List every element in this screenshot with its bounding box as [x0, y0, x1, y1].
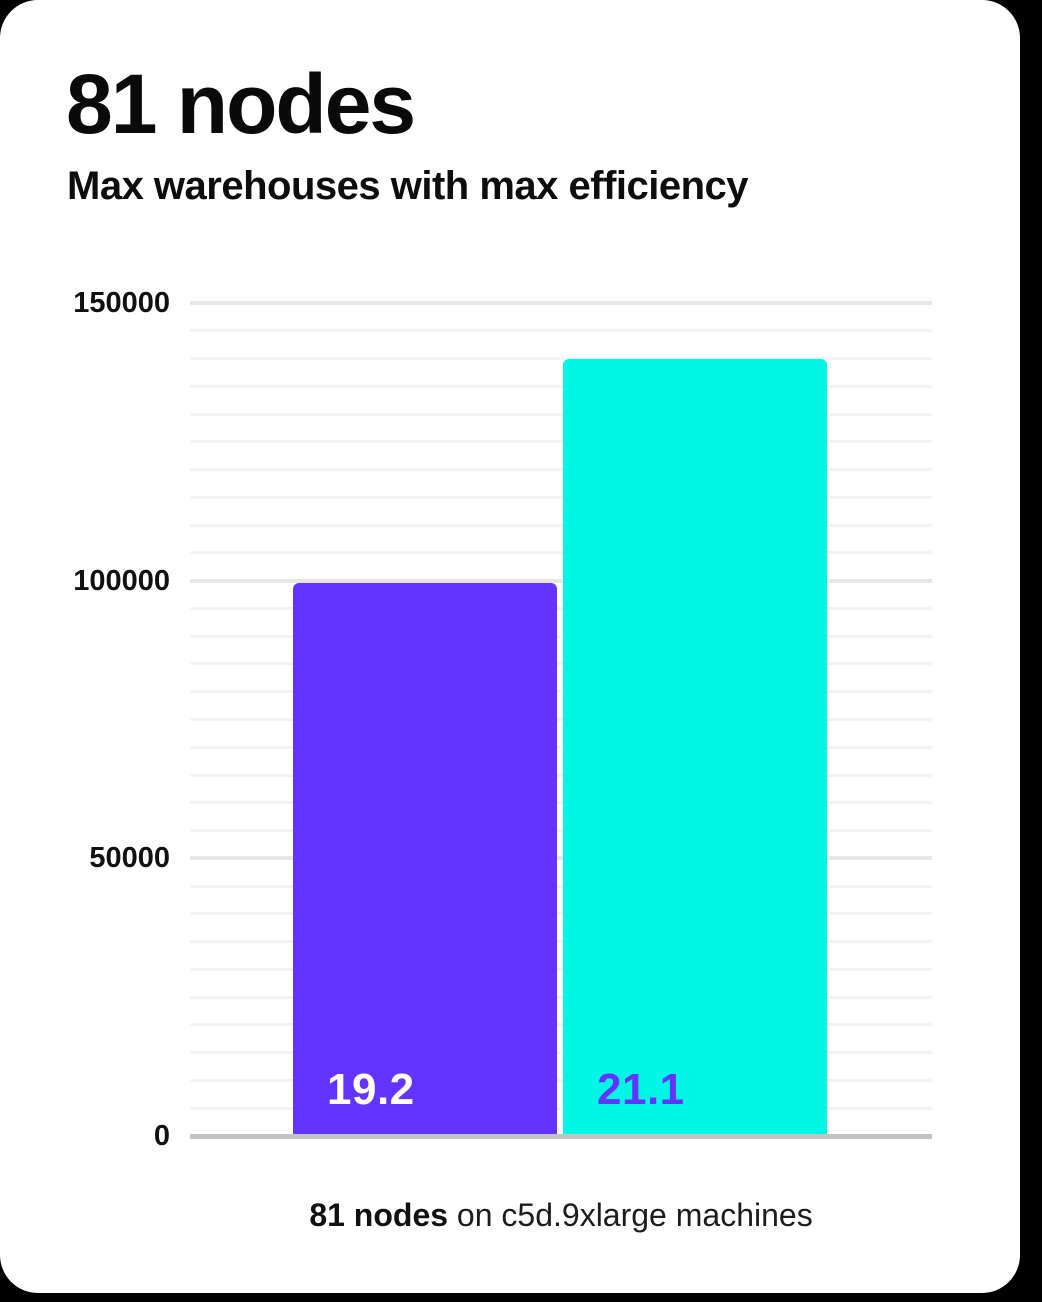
minor-gridline: [190, 1023, 932, 1027]
minor-gridline: [190, 690, 932, 694]
minor-gridline: [190, 718, 932, 721]
minor-gridline: [190, 412, 932, 416]
x-axis-line: [190, 1134, 932, 1139]
minor-gridline: [190, 468, 932, 472]
bar-value-label: 21.1: [597, 1065, 685, 1114]
minor-gridline: [190, 551, 932, 555]
y-tick-label: 150000: [73, 287, 170, 319]
caption-regular-text: on c5d.9xlarge machines: [448, 1197, 813, 1233]
minor-gridline: [190, 634, 932, 638]
minor-gridline: [190, 1051, 932, 1055]
chart-card: 81 nodes Max warehouses with max efficie…: [0, 0, 1020, 1293]
bar-21.1: 21.1: [563, 359, 827, 1136]
minor-gridline: [190, 801, 932, 805]
minor-gridline: [190, 440, 932, 444]
minor-gridline: [190, 357, 932, 361]
bar-value-label: 19.2: [327, 1065, 415, 1114]
minor-gridline: [190, 745, 932, 749]
y-tick-label: 50000: [89, 842, 170, 875]
minor-gridline: [190, 384, 932, 388]
minor-gridline: [190, 495, 932, 499]
minor-gridline: [190, 912, 932, 916]
major-gridline: [190, 578, 932, 583]
minor-gridline: [190, 1106, 932, 1110]
minor-gridline: [190, 967, 932, 971]
chart-title: 81 nodes: [66, 57, 416, 151]
minor-gridline: [190, 606, 932, 610]
bar-chart-plot: 0 50000 100000 150000 19.2 21.1: [73, 287, 932, 1152]
minor-gridline: [190, 773, 932, 777]
minor-gridline: [190, 523, 932, 527]
bar-19.2: 19.2: [293, 583, 557, 1136]
y-tick-label: 100000: [73, 564, 170, 597]
chart-subtitle: Max warehouses with max efficiency: [67, 164, 749, 208]
minor-gridline: [190, 662, 932, 666]
minor-gridline: [190, 329, 932, 333]
major-gridline: [190, 301, 932, 305]
minor-gridline: [190, 829, 932, 833]
minor-gridline: [190, 1078, 932, 1082]
minor-gridline: [190, 884, 932, 888]
major-gridline: [190, 856, 932, 861]
y-tick-label: 0: [153, 1120, 170, 1152]
caption-bold-text: 81 nodes: [309, 1197, 449, 1233]
minor-gridline: [190, 995, 932, 999]
minor-gridline: [190, 940, 932, 944]
chart-caption: 81 nodes on c5d.9xlarge machines: [190, 1196, 932, 1234]
